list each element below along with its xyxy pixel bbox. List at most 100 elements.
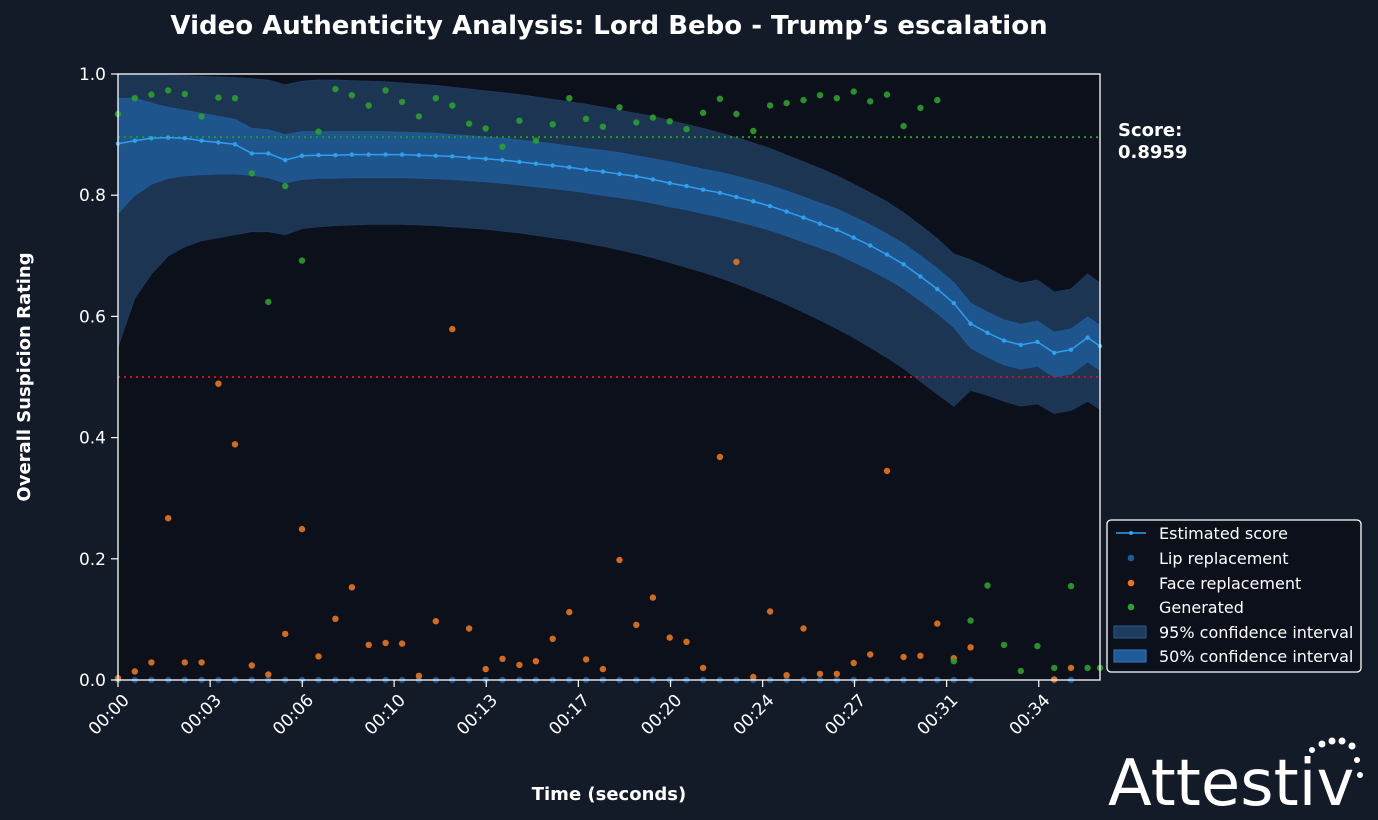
generated-point xyxy=(867,98,874,105)
estimated-score-point xyxy=(182,136,187,141)
legend: Estimated score Lip replacement Face rep… xyxy=(1106,519,1362,673)
face-replacement-point xyxy=(181,659,188,666)
attestiv-logo: Attestiv xyxy=(1108,737,1363,820)
estimated-score-point xyxy=(500,157,505,163)
estimated-score-point xyxy=(851,235,856,240)
generated-point xyxy=(148,91,155,98)
estimated-score-point xyxy=(951,300,956,306)
face-replacement-point xyxy=(566,608,573,616)
face-replacement-point xyxy=(750,673,757,681)
generated-point xyxy=(365,102,372,109)
estimated-score-point xyxy=(784,209,789,214)
estimated-score-point xyxy=(684,183,689,189)
generated-point xyxy=(1000,641,1008,649)
generated-point xyxy=(1017,667,1024,675)
generated-point xyxy=(566,95,573,102)
face-replacement-point xyxy=(917,652,924,659)
estimated-score-point xyxy=(700,187,706,192)
estimated-score-point xyxy=(450,154,455,159)
generated-point xyxy=(1067,582,1075,590)
generated-point xyxy=(733,110,740,118)
y-tick-label: 0.2 xyxy=(79,550,106,570)
generated-point xyxy=(398,98,406,106)
estimated-score-point xyxy=(199,138,204,143)
face-replacement-point xyxy=(816,670,824,678)
face-replacement-point xyxy=(432,618,439,625)
face-replacement-point xyxy=(415,672,423,679)
face-replacement-point xyxy=(783,672,790,679)
estimated-score-point xyxy=(634,174,639,179)
estimated-score-point xyxy=(717,190,723,195)
generated-point xyxy=(633,119,640,126)
estimated-score-point xyxy=(567,165,572,170)
face-replacement-point xyxy=(131,668,138,675)
face-replacement-point xyxy=(382,639,389,647)
estimated-score-point xyxy=(834,227,839,232)
face-replacement-point xyxy=(800,625,807,632)
face-replacement-point xyxy=(666,634,673,641)
face-replacement-point xyxy=(883,467,891,475)
y-tick-label: 1.0 xyxy=(79,65,106,85)
estimated-score-point xyxy=(801,215,806,220)
generated-point xyxy=(649,114,657,121)
legend-label-generated: Generated xyxy=(1159,598,1244,617)
estimated-score-point xyxy=(216,140,221,145)
estimated-score-point xyxy=(349,152,355,157)
estimated-score-point xyxy=(466,155,472,160)
chart-title: Video Authenticity Analysis: Lord Bebo -… xyxy=(170,11,1047,41)
face-replacement-point xyxy=(215,380,222,387)
plot-frame xyxy=(117,73,1101,681)
generated-point xyxy=(666,118,673,125)
face-replacement-point xyxy=(198,659,205,666)
face-replacement-point xyxy=(649,594,657,601)
estimated-score-point xyxy=(283,157,288,163)
face-replacement-point xyxy=(616,556,623,564)
generated-point xyxy=(750,127,757,135)
face-replacement-point xyxy=(499,655,506,662)
estimated-score-point xyxy=(650,177,656,182)
estimated-score-point xyxy=(166,135,171,140)
logo-wordmark: Attestiv xyxy=(1108,747,1354,820)
estimated-score-point xyxy=(868,243,873,248)
legend-label-lip: Lip replacement xyxy=(1159,549,1289,568)
face-replacement-point xyxy=(282,630,289,638)
legend-swatch-face xyxy=(1127,579,1135,587)
face-replacement-point xyxy=(850,659,857,667)
estimated-score-point xyxy=(333,153,338,158)
legend-swatch-ci50 xyxy=(1113,649,1147,663)
threshold-lines xyxy=(118,136,1100,378)
generated-point xyxy=(265,298,272,306)
generated-point xyxy=(766,102,774,109)
generated-point xyxy=(315,128,322,135)
generated-point xyxy=(582,115,590,123)
estimated-score-point xyxy=(734,194,739,200)
face-replacement-point xyxy=(582,656,590,663)
estimated-score-point xyxy=(918,274,923,279)
generated-point xyxy=(800,96,807,104)
estimated-score-point xyxy=(1018,342,1023,348)
estimated-score-point xyxy=(132,138,137,143)
generated-point xyxy=(499,143,506,150)
generated-point xyxy=(248,170,255,177)
logo-dot xyxy=(1354,757,1360,763)
face-replacement-point xyxy=(833,670,840,678)
legend-swatch-estimated-marker xyxy=(1129,531,1133,535)
logo-dot xyxy=(1338,737,1346,745)
logo-dot xyxy=(1318,740,1326,748)
estimated-score-point xyxy=(617,171,622,177)
estimated-score-point xyxy=(884,252,890,257)
face-replacement-point xyxy=(516,661,523,669)
estimated-score-point xyxy=(817,221,823,226)
generated-point xyxy=(465,120,473,127)
legend-label-ci95: 95% confidence interval xyxy=(1159,623,1353,642)
generated-point xyxy=(816,92,824,99)
y-tick-label: 0.6 xyxy=(79,307,106,327)
generated-point xyxy=(348,92,356,99)
estimated-score-point xyxy=(600,169,606,174)
face-replacement-point xyxy=(867,651,874,658)
estimated-score-point xyxy=(667,180,672,186)
face-replacement-point xyxy=(315,653,322,660)
face-replacement-point xyxy=(298,525,306,533)
generated-point xyxy=(298,257,306,264)
